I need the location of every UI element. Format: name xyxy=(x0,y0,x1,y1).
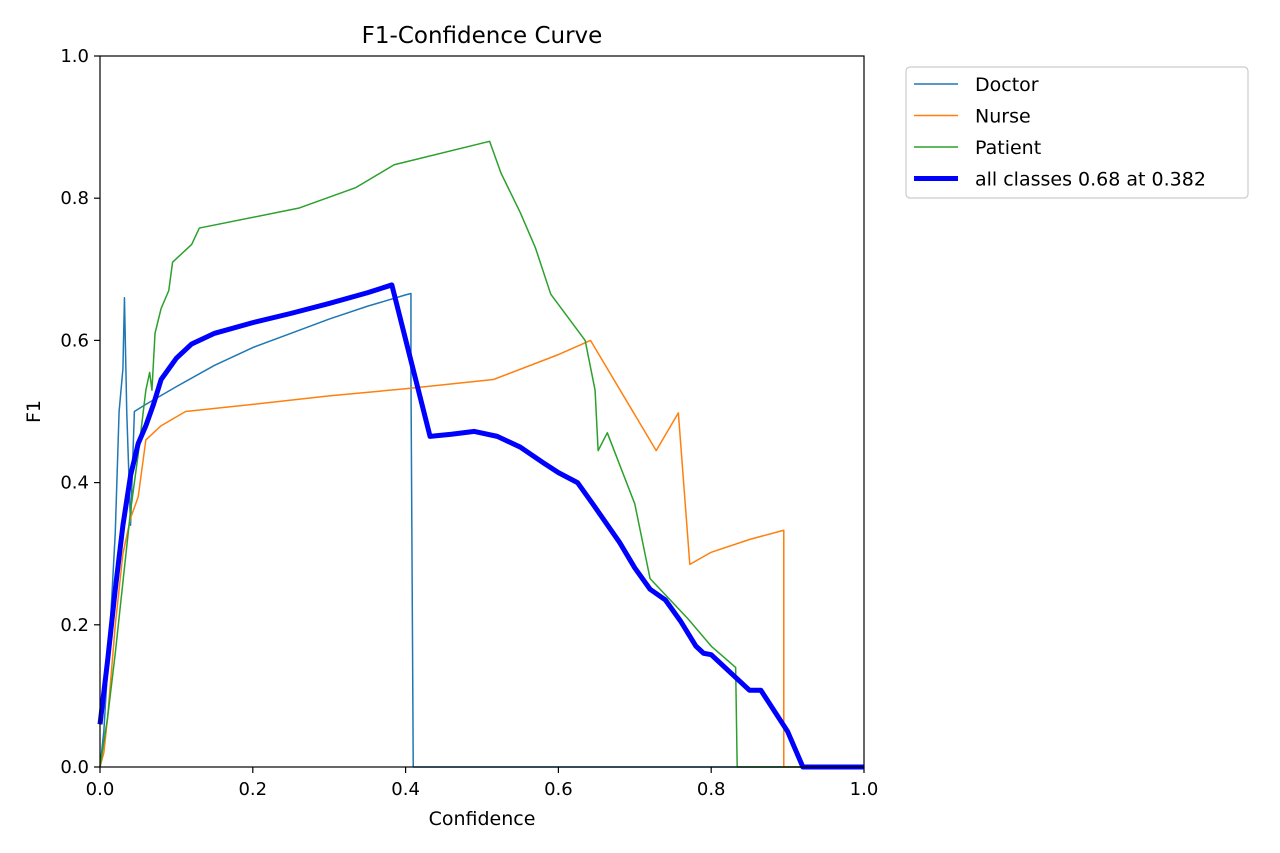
series-layer xyxy=(97,140,864,770)
y-tick-label: 0.8 xyxy=(60,188,89,209)
y-tick-label: 1.0 xyxy=(60,46,89,67)
series-line-all-classes-0-68-at-0-382 xyxy=(97,282,864,770)
legend-box xyxy=(905,66,1249,199)
y-tick-label: 0.6 xyxy=(60,330,89,351)
plot-frame xyxy=(99,55,865,768)
x-tick-label: 0.0 xyxy=(86,779,115,800)
legend: Doctor Nurse Patient all classes 0.68 at 0.… xyxy=(905,66,1249,199)
y-axis-label: F1 xyxy=(23,400,45,423)
x-tick-label: 1.0 xyxy=(850,779,879,800)
legend-entry-label: Nurse xyxy=(975,106,1031,128)
x-axis-label: Confidence xyxy=(429,808,536,830)
y-tick-label: 0.4 xyxy=(60,473,89,494)
x-tick-label: 0.8 xyxy=(697,779,726,800)
legend-entry-label: Patient xyxy=(975,137,1041,159)
y-tick-label: 0.2 xyxy=(60,615,89,636)
series-line-nurse xyxy=(99,339,864,768)
chart-title: F1-Confidence Curve xyxy=(362,23,603,49)
y-tick-label: 0.0 xyxy=(60,757,89,778)
x-tick-label: 0.6 xyxy=(544,779,573,800)
series-line-doctor xyxy=(99,292,864,768)
x-tick-label: 0.2 xyxy=(238,779,267,800)
series-line-patient xyxy=(99,140,864,768)
ticks-layer: 0.0 0.2 0.4 0.6 0.8 1.0 0.0 0.2 0.4 0.6 0.8 1.0 xyxy=(60,46,878,800)
legend-entry-label: Doctor xyxy=(975,74,1039,96)
x-tick-label: 0.4 xyxy=(391,779,420,800)
legend-entry-label: all classes 0.68 at 0.382 xyxy=(975,169,1206,191)
